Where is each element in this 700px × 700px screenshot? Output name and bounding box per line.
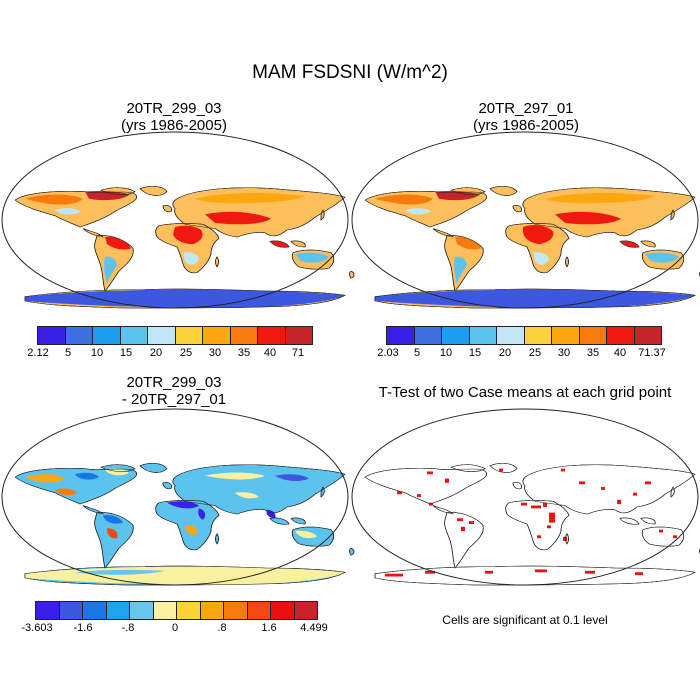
colorbar-swatch <box>106 602 130 619</box>
colorbar-tick: 1.6 <box>261 622 277 634</box>
colorbar-swatch <box>258 327 286 344</box>
colorbar-swatch <box>130 602 154 619</box>
colorbar-swatch <box>224 602 248 619</box>
colorbar-tick: 5 <box>413 347 421 359</box>
panel-3-diff-patches <box>25 468 345 586</box>
colorbar-swatch <box>36 602 60 619</box>
panel-1-title: 20TR_299_03 (yrs 1986-2005) <box>121 100 227 134</box>
colorbar-swatch <box>442 327 470 344</box>
colorbar-tick: 35 <box>586 347 600 359</box>
panel-4-note: Cells are significant at 0.1 level <box>442 613 608 627</box>
colorbar-tick: 4.499 <box>300 622 328 634</box>
panel-2-title: 20TR_297_01 (yrs 1986-2005) <box>473 100 579 134</box>
panel-4-title: T-Test of two Case means at each grid po… <box>378 384 672 401</box>
colorbar-tick: 71.37 <box>638 347 666 359</box>
colorbar-tick: .8 <box>217 622 227 634</box>
panel-3-title: 20TR_299_03 - 20TR_297_01 <box>121 374 227 408</box>
colorbar-swatch <box>230 327 258 344</box>
colorbar-swatch <box>387 327 415 344</box>
colorbar-swatch <box>200 602 224 619</box>
colorbar-tick: 71 <box>291 347 305 359</box>
colorbar-swatch <box>203 327 231 344</box>
colorbar-tick: 40 <box>263 347 277 359</box>
colorbar-tick: 35 <box>237 347 251 359</box>
colorbar-tick: 30 <box>557 347 571 359</box>
colorbar-tick: 25 <box>179 347 193 359</box>
colorbar-tick: 30 <box>208 347 222 359</box>
panel-3-globe-outline <box>1 408 349 586</box>
panel-2-map <box>351 131 700 309</box>
colorbar-swatch <box>175 327 203 344</box>
colorbar-swatch <box>93 327 121 344</box>
colorbar-swatch <box>497 327 525 344</box>
colorbar-tick: 20 <box>149 347 163 359</box>
colorbar-tick: 15 <box>468 347 482 359</box>
colorbar-swatch <box>120 327 148 344</box>
colorbar-swatch <box>294 602 317 619</box>
colorbar-swatch <box>148 327 176 344</box>
colorbar-swatch <box>579 327 607 344</box>
panel-1-globe-outline <box>1 131 349 309</box>
colorbar-tick: 0 <box>171 622 179 634</box>
colorbar-tick: -.8 <box>121 622 135 634</box>
colorbar-swatch <box>634 327 661 344</box>
colorbar-tick: 2.12 <box>27 347 49 359</box>
panel-4-map <box>351 408 700 586</box>
panel-3-map <box>1 408 355 586</box>
colorbar-tick: 10 <box>439 347 453 359</box>
colorbar-swatch <box>607 327 635 344</box>
colorbar-swatch <box>177 602 201 619</box>
colorbar-swatch <box>524 327 552 344</box>
panel-1-map <box>1 131 355 309</box>
colorbar-swatch <box>153 602 177 619</box>
colorbar-tick: -1.6 <box>73 622 93 634</box>
panel-1-heat-patches <box>25 191 345 309</box>
colorbar-tick: 2.03 <box>377 347 399 359</box>
panel-2-colorbar <box>386 326 662 345</box>
colorbar-swatch <box>65 327 93 344</box>
colorbar-swatch <box>285 327 312 344</box>
colorbar-swatch <box>247 602 271 619</box>
panel-4-globe-outline <box>351 408 699 586</box>
colorbar-swatch <box>83 602 107 619</box>
colorbar-tick: 15 <box>119 347 133 359</box>
colorbar-swatch <box>414 327 442 344</box>
panel-4-significant-cells <box>385 468 677 577</box>
colorbar-tick: 25 <box>528 347 542 359</box>
panel-2-heat-patches <box>375 191 695 309</box>
colorbar-tick: 40 <box>613 347 627 359</box>
colorbar-tick: 5 <box>64 347 72 359</box>
colorbar-swatch <box>271 602 295 619</box>
colorbar-tick: 20 <box>498 347 512 359</box>
colorbar-swatch <box>552 327 580 344</box>
colorbar-swatch <box>38 327 66 344</box>
colorbar-swatch <box>469 327 497 344</box>
colorbar-tick: 10 <box>90 347 104 359</box>
colorbar-swatch <box>59 602 83 619</box>
panel-2-globe-outline <box>351 131 699 309</box>
figure-title: MAM FSDSNI (W/m^2) <box>252 62 448 83</box>
panel-1-colorbar <box>37 326 313 345</box>
panel-3-colorbar <box>35 601 318 620</box>
colorbar-tick: -3.603 <box>21 622 53 634</box>
